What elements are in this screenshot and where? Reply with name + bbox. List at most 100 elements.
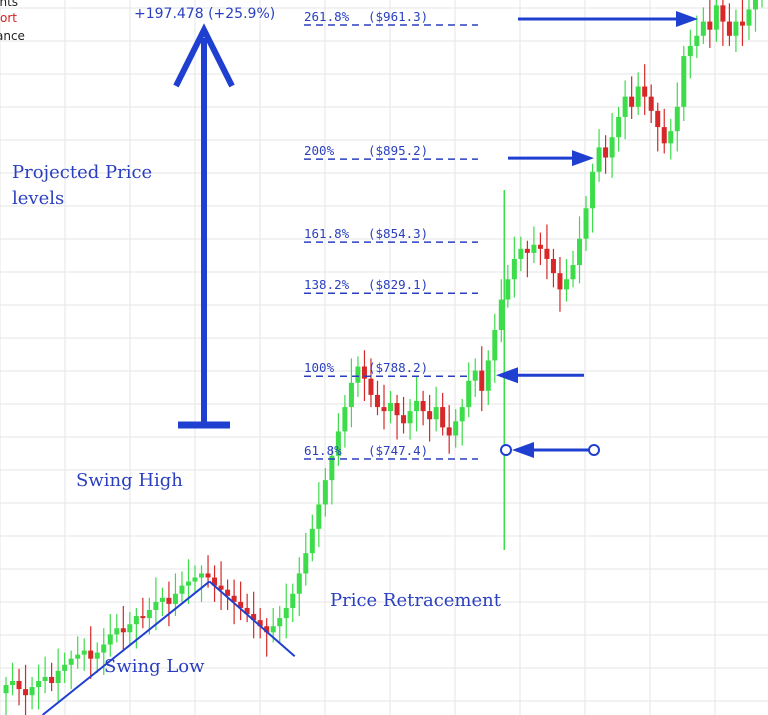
candle-body — [36, 681, 42, 688]
candle-body — [694, 35, 700, 46]
candle-body — [355, 366, 361, 383]
arrow-618-head — [512, 442, 534, 458]
candle-body — [459, 407, 465, 422]
candle-body — [75, 654, 81, 659]
fib-level-ratio: 161.8% — [304, 226, 350, 241]
candle-body — [609, 137, 615, 158]
candle-body — [563, 279, 569, 290]
fib-level-ratio: 261.8% — [304, 9, 350, 24]
candle-body — [622, 96, 628, 117]
candle-body — [159, 597, 165, 602]
candle-body — [16, 681, 22, 690]
fib-level-price: ($854.3) — [368, 226, 428, 241]
annotation-arrows — [41, 11, 698, 715]
candle-body — [120, 628, 126, 633]
candle-body — [531, 244, 537, 253]
arrow-100-head — [496, 367, 518, 384]
candle-body — [218, 585, 224, 590]
candle-body — [361, 366, 367, 379]
candle-body — [596, 147, 602, 172]
arrow-618-dot-left — [500, 444, 512, 456]
candle-body — [733, 21, 739, 36]
swing-low-label: Swing Low — [104, 656, 205, 677]
candle-body — [264, 626, 270, 633]
candle-body — [746, 9, 752, 26]
legend-item-resistance: ance — [0, 29, 25, 43]
candle-body — [88, 650, 94, 659]
candle-body — [68, 658, 74, 665]
candle-body — [590, 171, 596, 209]
candle-body — [524, 248, 530, 253]
candle-body — [114, 628, 120, 635]
candle-body — [707, 21, 713, 30]
candle-body — [29, 687, 35, 696]
candle-body — [492, 329, 498, 361]
candle-body — [179, 585, 185, 594]
fib-level-price: ($788.2) — [368, 360, 428, 375]
candle-body — [472, 370, 478, 381]
candle-body — [466, 380, 472, 408]
candle-body — [166, 597, 172, 604]
candle-body — [62, 664, 68, 671]
candle-body — [583, 208, 589, 239]
candle-body — [577, 238, 583, 266]
candle-body — [283, 607, 289, 619]
candle-body — [55, 670, 61, 684]
candle-body — [316, 504, 322, 529]
candle-body — [433, 407, 439, 420]
candle-body — [342, 407, 348, 432]
candle-body — [133, 616, 139, 625]
projected-price-label-line2: levels — [12, 188, 64, 209]
candle-body — [537, 244, 543, 249]
swing-high-label: Swing High — [76, 470, 183, 491]
candle-body — [140, 616, 146, 619]
candle-body — [335, 431, 341, 456]
candle-body — [251, 614, 257, 621]
legend: Points ort ance — [0, 0, 25, 43]
candle-body — [401, 415, 407, 424]
candle-body — [153, 601, 159, 610]
candle-body — [720, 5, 726, 22]
candle-body — [290, 593, 296, 608]
candle-body — [322, 480, 328, 505]
candle-body — [374, 394, 380, 408]
candle-body — [23, 689, 29, 696]
candle-body — [726, 21, 732, 36]
candle-body — [270, 626, 276, 633]
candle-body — [655, 110, 661, 128]
fib-level-ratio: 200% — [304, 143, 335, 158]
candle-body — [192, 577, 198, 582]
candle-body — [414, 401, 420, 412]
fib-level-price: ($961.3) — [368, 9, 428, 24]
candle-body — [172, 593, 178, 604]
candle-body — [212, 577, 218, 586]
candle-body — [700, 21, 706, 36]
fib-level-ratio: 138.2% — [304, 277, 350, 292]
candle-body — [244, 607, 250, 615]
candle-body — [687, 45, 693, 57]
candle-body — [420, 401, 426, 412]
candle-body — [388, 403, 394, 412]
candle-body — [94, 652, 100, 659]
candle-body — [498, 299, 504, 330]
fib-level-ratio: 61.8% — [304, 443, 342, 458]
candle-body — [570, 265, 576, 280]
swing-up-trendline — [41, 580, 211, 715]
candle-body — [603, 147, 609, 158]
candle-body — [479, 370, 485, 391]
candle-body — [277, 618, 283, 627]
candle-body — [199, 573, 205, 578]
arrow-261-head — [676, 11, 698, 27]
candle-body — [635, 86, 641, 107]
projected-change-label: +197.478 (+25.9%) — [134, 6, 275, 22]
candle-body — [674, 106, 680, 132]
candle-body — [427, 411, 433, 420]
candle-body — [381, 407, 387, 412]
candle-body — [544, 248, 550, 259]
projected-price-label-line1: Projected Price — [12, 162, 152, 183]
candle-body — [49, 676, 55, 684]
candle-body — [146, 609, 152, 619]
candle-body — [185, 581, 191, 586]
